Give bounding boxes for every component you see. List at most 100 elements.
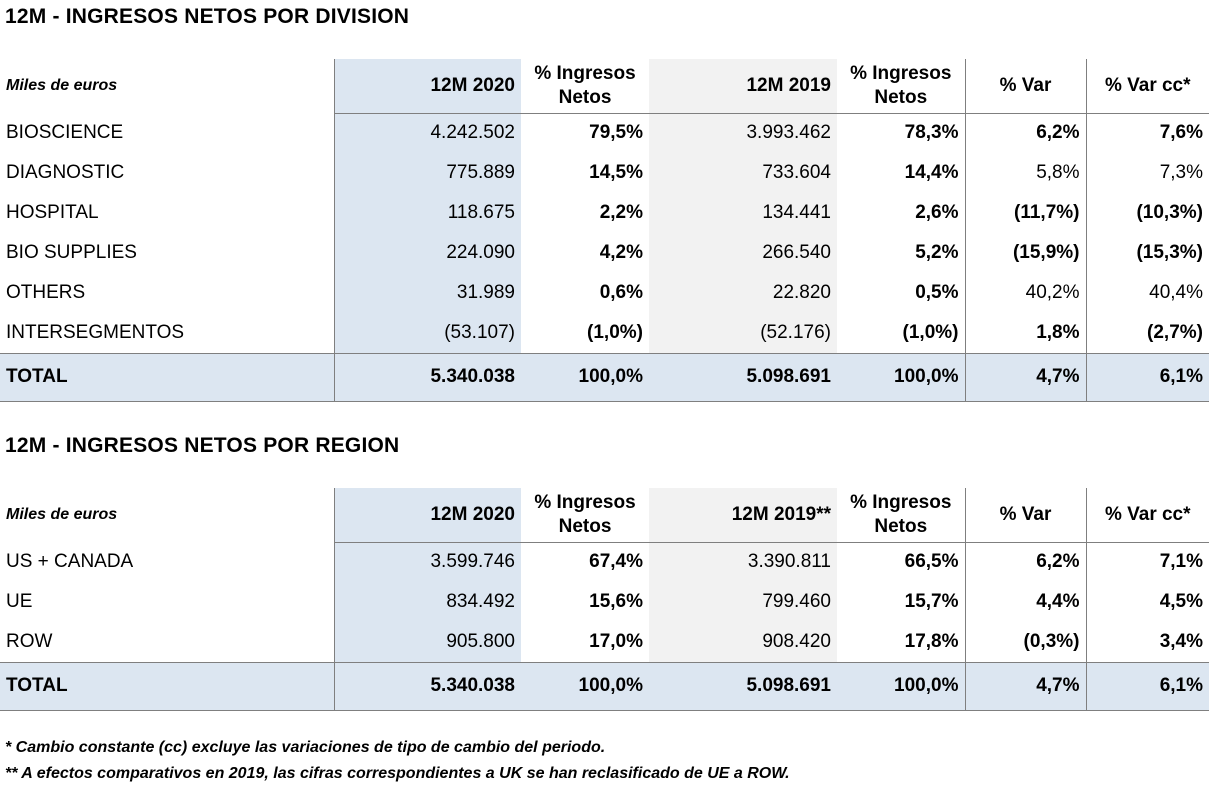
- total-var-cc: 6,1%: [1085, 662, 1209, 710]
- total-var-cc: 6,1%: [1085, 353, 1209, 401]
- pct-2019: 15,7%: [904, 591, 959, 612]
- value-2020: 31.989: [333, 273, 521, 313]
- col-header-varcc: % Var cc*: [1085, 59, 1209, 113]
- col-header-2020: 12M 2020: [333, 488, 521, 542]
- value-2020: 775.889: [333, 153, 521, 193]
- col-header-pct-2019: % Ingresos Netos: [850, 491, 952, 537]
- var: 4,4%: [964, 582, 1086, 622]
- units-label: Miles de euros: [6, 77, 118, 94]
- pct-2019: 66,5%: [837, 541, 965, 582]
- pct-2020: 79,5%: [521, 112, 649, 153]
- table-row: US + CANADA 3.599.746 67,4% 3.390.811 66,5% 6…: [0, 541, 1209, 582]
- region-header-row: Miles de euros 12M 2020 % Ingresos Netos …: [0, 488, 1209, 542]
- col-header-var: % Var: [964, 488, 1086, 542]
- value-2019: 22.820: [649, 273, 837, 313]
- pct-2020: 4,2%: [599, 242, 643, 263]
- total-pct-2020: 100,0%: [521, 353, 649, 401]
- var-cc: (10,3%): [1085, 193, 1209, 233]
- table-row: OTHERS 31.989 0,6% 22.820 0,5% 40,2% 40,4%: [0, 273, 1209, 313]
- value-2019: 733.604: [649, 153, 837, 193]
- value-2020: 905.800: [333, 622, 521, 662]
- division-table-title: 12M - INGRESOS NETOS POR DIVISION: [5, 5, 410, 28]
- col-header-pct-2020: % Ingresos Netos: [534, 62, 636, 108]
- pct-2020: (1,0%): [587, 321, 643, 343]
- value-2019: 3.993.462: [649, 112, 837, 153]
- division-header-row: Miles de euros 12M 2020 % Ingresos Netos …: [0, 59, 1209, 113]
- value-2020: (53.107): [333, 313, 521, 353]
- pct-2019: 17,8%: [904, 630, 959, 652]
- var-cc: 7,3%: [1085, 153, 1209, 193]
- var: (0,3%): [964, 622, 1086, 662]
- col-header-pct-2019: % Ingresos Netos: [850, 62, 952, 108]
- table-row: BIO SUPPLIES 224.090 4,2% 266.540 5,2% (15,9%…: [0, 233, 1209, 273]
- pct-2020: 2,2%: [599, 202, 643, 223]
- row-label: BIOSCIENCE: [6, 122, 124, 143]
- value-2020: 834.492: [333, 582, 521, 622]
- pct-2019: 14,4%: [904, 162, 959, 183]
- var: 6,2%: [964, 541, 1086, 582]
- var: 5,8%: [964, 153, 1086, 193]
- table-row: HOSPITAL 118.675 2,2% 134.441 2,6% (11,7%) (10…: [0, 193, 1209, 233]
- var-cc: (2,7%): [1085, 313, 1209, 353]
- footnote-cc: * Cambio constante (cc) excluye las vari…: [5, 739, 606, 756]
- value-2019: 3.390.811: [649, 541, 837, 582]
- total-var: 4,7%: [964, 662, 1086, 710]
- pct-2020: 0,6%: [599, 282, 643, 303]
- var-cc: 4,5%: [1085, 582, 1209, 622]
- col-header-pct-2020: % Ingresos Netos: [534, 491, 636, 537]
- value-2020: 224.090: [333, 233, 521, 273]
- row-label: ROW: [6, 630, 53, 652]
- col-header-varcc: % Var cc*: [1085, 488, 1209, 542]
- var: 40,2%: [964, 273, 1086, 313]
- table-row: BIOSCIENCE 4.242.502 79,5% 3.993.462 78,3% 6,…: [0, 112, 1209, 153]
- division-table: Miles de euros 12M 2020 % Ingresos Netos …: [0, 59, 1209, 402]
- total-pct-2019: 100,0%: [837, 662, 965, 710]
- col-header-var: % Var: [964, 59, 1086, 113]
- total-2019: 5.098.691: [649, 662, 837, 710]
- pct-2020: 17,0%: [589, 630, 643, 652]
- value-2019: 266.540: [649, 233, 837, 273]
- pct-2019: 2,6%: [915, 202, 959, 223]
- var-cc: 7,6%: [1085, 112, 1209, 153]
- footnote-uk: ** A efectos comparativos en 2019, las c…: [5, 765, 790, 782]
- region-table-title: 12M - INGRESOS NETOS POR REGION: [5, 434, 400, 457]
- var-cc: (15,3%): [1085, 233, 1209, 273]
- row-label: US + CANADA: [6, 551, 134, 572]
- var: (15,9%): [964, 233, 1086, 273]
- table-row: INTERSEGMENTOS (53.107) (1,0%) (52.176) (1,0…: [0, 313, 1209, 353]
- pct-2020: 14,5%: [589, 162, 643, 183]
- var-cc: 7,1%: [1085, 541, 1209, 582]
- var: (11,7%): [964, 193, 1086, 233]
- row-label: OTHERS: [6, 282, 86, 303]
- value-2020: 118.675: [333, 193, 521, 233]
- total-label: TOTAL: [0, 662, 334, 710]
- total-pct-2020: 100,0%: [521, 662, 649, 710]
- value-2020: 3.599.746: [333, 541, 521, 582]
- total-row: TOTAL 5.340.038 100,0% 5.098.691 100,0% 4,7% 6…: [0, 353, 1209, 401]
- value-2019: (52.176): [649, 313, 837, 353]
- total-var: 4,7%: [964, 353, 1086, 401]
- var: 6,2%: [964, 112, 1086, 153]
- pct-2020: 67,4%: [521, 541, 649, 582]
- pct-2019: 0,5%: [915, 282, 959, 303]
- row-label: BIO SUPPLIES: [6, 242, 137, 263]
- pct-2019: 5,2%: [915, 242, 959, 263]
- total-2019: 5.098.691: [649, 353, 837, 401]
- total-pct-2019: 100,0%: [837, 353, 965, 401]
- total-2020: 5.340.038: [333, 662, 521, 710]
- var: 1,8%: [964, 313, 1086, 353]
- value-2019: 799.460: [649, 582, 837, 622]
- value-2020: 4.242.502: [333, 112, 521, 153]
- col-header-2019: 12M 2019: [649, 59, 837, 113]
- value-2019: 134.441: [649, 193, 837, 233]
- table-row: DIAGNOSTIC 775.889 14,5% 733.604 14,4% 5,8% 7,…: [0, 153, 1209, 193]
- pct-2019: 78,3%: [837, 112, 965, 153]
- region-table: Miles de euros 12M 2020 % Ingresos Netos …: [0, 488, 1209, 711]
- col-header-2020: 12M 2020: [333, 59, 521, 113]
- table-row: UE 834.492 15,6% 799.460 15,7% 4,4% 4,5%: [0, 582, 1209, 622]
- units-label: Miles de euros: [6, 506, 118, 523]
- table-row: ROW 905.800 17,0% 908.420 17,8% (0,3%) 3,4%: [0, 622, 1209, 662]
- var-cc: 3,4%: [1085, 622, 1209, 662]
- total-row: TOTAL 5.340.038 100,0% 5.098.691 100,0% 4,7% 6…: [0, 662, 1209, 710]
- col-header-2019: 12M 2019**: [649, 488, 837, 542]
